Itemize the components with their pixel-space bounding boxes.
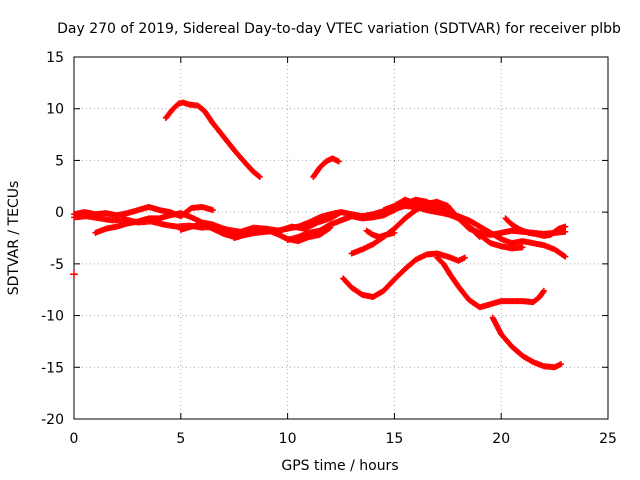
data-point <box>335 158 342 165</box>
x-tick-label: 25 <box>599 431 617 447</box>
series-arc-midday-d <box>380 196 569 260</box>
chart-title: Day 270 of 2019, Sidereal Day-to-day VTE… <box>57 21 621 37</box>
y-tick-label: -15 <box>41 360 64 376</box>
x-tick-label: 20 <box>492 431 510 447</box>
data-point <box>540 287 547 294</box>
y-tick-label: -10 <box>41 309 64 325</box>
y-tick-label: 10 <box>46 102 64 118</box>
x-tick-label: 0 <box>70 431 79 447</box>
series-arc-peak <box>162 99 263 180</box>
grid <box>74 57 608 419</box>
series-arc-descent-c <box>489 314 565 371</box>
data-point <box>561 252 568 259</box>
data-point <box>391 229 398 236</box>
y-tick-label: 5 <box>55 153 64 169</box>
data-point <box>562 253 569 260</box>
x-axis-ticks: 0 5 10 15 20 25 <box>70 57 617 447</box>
series-arc-small <box>310 155 342 180</box>
data-point <box>519 244 526 251</box>
series-arc-late-a <box>502 215 569 239</box>
data-series <box>70 99 569 371</box>
y-tick-label: -5 <box>50 257 64 273</box>
plot-border <box>73 56 609 420</box>
data-point <box>256 173 263 180</box>
data-point <box>70 270 78 279</box>
series-outlier <box>70 270 78 279</box>
y-axis-label: SDTVAR / TECUs <box>6 181 22 296</box>
data-point <box>209 207 216 214</box>
x-tick-label: 5 <box>176 431 185 447</box>
data-point <box>562 228 569 235</box>
y-axis-ticks: -20 -15 -10 -5 0 5 10 15 <box>41 50 608 428</box>
series-arc-midday-c <box>348 198 569 257</box>
data-point <box>562 223 569 230</box>
series-arc-short <box>363 227 398 240</box>
x-axis-label: GPS time / hours <box>281 458 398 474</box>
data-point <box>255 173 262 180</box>
series-arc-descent-b <box>434 254 547 311</box>
series-arc-descent-a <box>340 250 468 300</box>
x-tick-label: 15 <box>385 431 403 447</box>
x-tick-label: 10 <box>279 431 297 447</box>
y-tick-label: 0 <box>55 205 64 221</box>
y-tick-label: 15 <box>46 50 64 66</box>
data-point <box>558 361 565 368</box>
y-tick-label: -20 <box>41 412 64 428</box>
data-point <box>461 254 468 261</box>
